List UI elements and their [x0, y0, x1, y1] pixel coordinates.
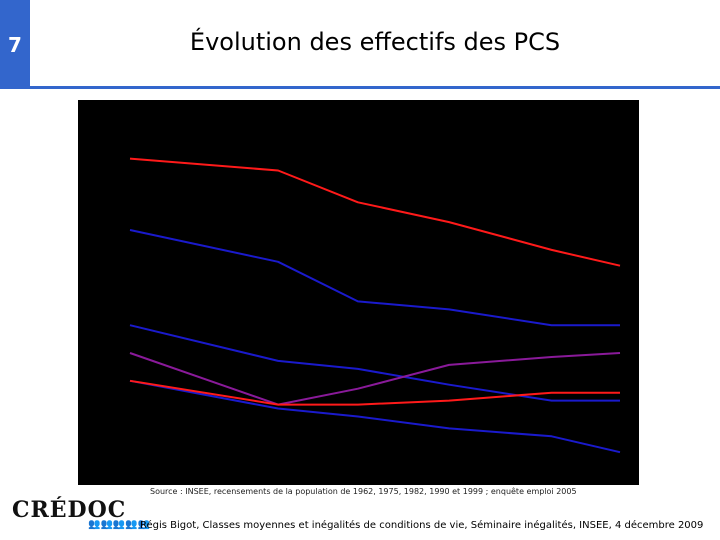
people-icon: 👥👥👥👥👥	[88, 519, 151, 530]
source-note: Source : INSEE, recensements de la popul…	[150, 487, 577, 496]
series-line-1	[129, 157, 621, 267]
logo-text: CRÉDOC	[12, 497, 127, 523]
series-line-4	[129, 379, 621, 454]
line-chart	[78, 100, 639, 485]
series-line-6	[129, 379, 620, 406]
footer-text: Régis Bigot, Classes moyennes et inégali…	[140, 520, 704, 531]
header-band	[0, 0, 720, 89]
slide-number: 7	[0, 0, 30, 86]
plot-area	[78, 100, 639, 485]
series-line-5	[129, 352, 621, 406]
credoc-logo: CRÉDOC 👥👥👥👥👥	[12, 497, 150, 535]
slide-title: Évolution des effectifs des PCS	[189, 28, 561, 56]
series-line-2	[129, 229, 620, 327]
